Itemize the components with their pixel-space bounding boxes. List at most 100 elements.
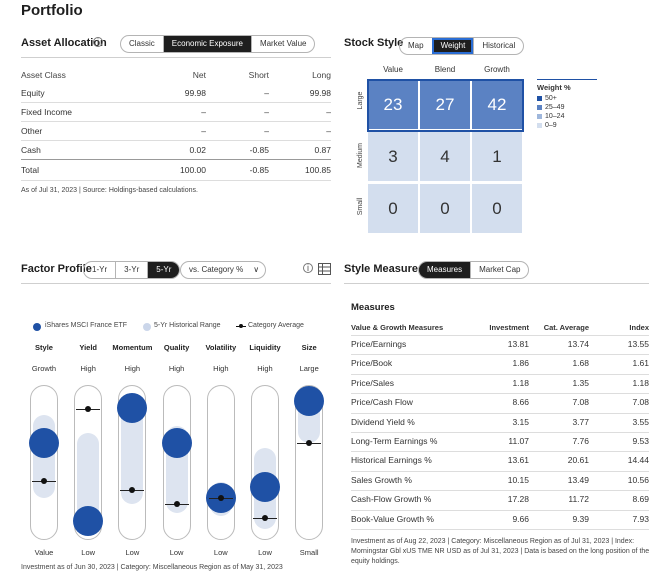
factor-bottom-label: Low [213, 548, 228, 557]
tab-measures[interactable]: Measures [419, 262, 471, 278]
style-cell-medium-blend: 4 [420, 132, 470, 181]
divider [21, 102, 331, 103]
legend-item: 0–9 [537, 122, 557, 129]
factor-top-label: High [80, 364, 96, 373]
row-label-medium: Medium [357, 143, 364, 168]
style-cell-medium-value: 3 [368, 132, 418, 181]
table-row: Equity 99.98 – 99.98 [21, 88, 331, 98]
historical-range [121, 398, 144, 504]
category-dot-icon [239, 324, 243, 328]
factor-bottom-label: Low [125, 548, 140, 557]
compare-select[interactable]: vs. Category % ∨ [180, 261, 267, 279]
divider [21, 159, 331, 160]
info-icon[interactable]: i [93, 37, 103, 47]
factor-name: Momentum [112, 343, 153, 352]
factor-column [161, 385, 192, 540]
category-marker [41, 477, 47, 484]
table-row: Long-Term Earnings % 11.07 7.76 9.53 [351, 436, 649, 446]
swatch-icon [537, 122, 542, 128]
col-label-blend: Blend [434, 65, 456, 74]
swatch-icon [537, 95, 542, 101]
style-box: 23 27 42 3 4 1 0 0 0 [367, 79, 524, 236]
col-label-value: Value [383, 65, 403, 74]
fund-marker [73, 505, 104, 536]
measures-header: Value & Growth Measures Investment Cat. … [351, 323, 649, 332]
tab-classic[interactable]: Classic [129, 39, 155, 48]
table-row: Dividend Yield % 3.15 3.77 3.55 [351, 416, 649, 427]
tab-1-yr[interactable]: 1-Yr [92, 265, 108, 274]
style-cell-small-growth: 0 [472, 184, 522, 233]
stock-style-title: Stock Style [344, 37, 404, 49]
factor-footnote: Investment as of Jun 30, 2023 | Category… [21, 564, 283, 571]
legend-range: 5-Yr Historical Range [154, 322, 221, 329]
table-row: Historical Earnings % 13.61 20.61 14.44 [351, 455, 649, 466]
tab-economic-exposure[interactable]: Economic Exposure [162, 36, 251, 52]
divider [351, 432, 649, 433]
factor-bottom-label: Value [34, 548, 54, 557]
category-marker [129, 486, 136, 493]
divider [351, 509, 649, 511]
table-row: Sales Growth % 10.15 13.49 10.56 [351, 474, 649, 485]
style-cell-medium-growth: 1 [472, 132, 522, 181]
divider [21, 140, 331, 141]
factor-name: Liquidity [249, 343, 281, 352]
tab-weight[interactable]: Weight [431, 38, 474, 54]
legend-item: 10–24 [537, 113, 564, 120]
factor-column [294, 385, 325, 540]
table-row: Cash-Flow Growth % 17.28 11.72 8.69 [351, 494, 649, 505]
factor-column [29, 385, 59, 540]
legend-rule [537, 79, 597, 80]
style-cell-large-value: 23 [368, 80, 418, 129]
legend-item: 25–49 [537, 104, 564, 111]
table-view-icon[interactable] [318, 263, 331, 275]
divider [351, 490, 649, 492]
fund-marker [294, 386, 325, 417]
category-marker [173, 500, 180, 507]
factor-top-label: High [168, 364, 185, 373]
divider [351, 354, 649, 356]
tab-3-yr[interactable]: 3-Yr [115, 262, 147, 278]
factor-name: Quality [163, 343, 190, 352]
divider [21, 180, 331, 181]
factor-column [250, 385, 280, 540]
factor-profile-title: Factor Profile [21, 263, 92, 275]
legend-category: Category Average [248, 322, 304, 329]
factor-bottom-label: Low [169, 548, 184, 557]
table-row: Book-Value Growth % 9.66 9.39 7.93 [351, 513, 649, 524]
asset-allocation-footnote: As of Jul 31, 2023 | Source: Holdings-ba… [21, 187, 198, 194]
table-row: Fixed Income – – – [21, 107, 331, 117]
info-icon[interactable]: i [303, 263, 313, 273]
range-swatch-icon [143, 323, 151, 331]
tab-market-cap[interactable]: Market Cap [470, 262, 528, 278]
table-row: Price/Cash Flow 8.66 7.08 7.08 [351, 397, 649, 408]
style-cell-large-growth: 42 [472, 80, 522, 129]
category-marker [217, 494, 224, 501]
factor-top-label: High [257, 364, 273, 373]
factor-period-tabs: 1-Yr 3-Yr 5-Yr [83, 261, 181, 279]
tab-historical[interactable]: Historical [473, 38, 523, 54]
tab-market-value[interactable]: Market Value [250, 36, 315, 52]
divider [344, 283, 649, 284]
tab-5-yr[interactable]: 5-Yr [147, 262, 180, 278]
factor-name: Style [35, 343, 53, 352]
divider [351, 335, 649, 336]
divider [21, 57, 331, 58]
divider [21, 121, 331, 122]
divider [351, 451, 649, 453]
row-label-small: Small [357, 197, 364, 216]
style-cell-small-blend: 0 [420, 184, 470, 233]
factor-top-label: High [124, 364, 141, 373]
table-row: Price/Book 1.86 1.68 1.61 [351, 358, 649, 369]
fund-marker [117, 392, 148, 423]
fund-marker [29, 428, 59, 459]
asset-allocation-title: Asset Allocation [21, 37, 107, 49]
divider [21, 283, 331, 284]
tab-map[interactable]: Map [408, 41, 424, 50]
table-row: Price/Sales 1.18 1.35 1.18 [351, 377, 649, 388]
factor-bottom-label: Low [258, 548, 272, 557]
factor-column [205, 385, 236, 540]
table-header: Asset Class Net Short Long [21, 70, 331, 80]
table-row: Cash 0.02 -0.85 0.87 [21, 145, 331, 155]
fund-dot-icon [33, 323, 41, 331]
swatch-icon [537, 113, 542, 119]
